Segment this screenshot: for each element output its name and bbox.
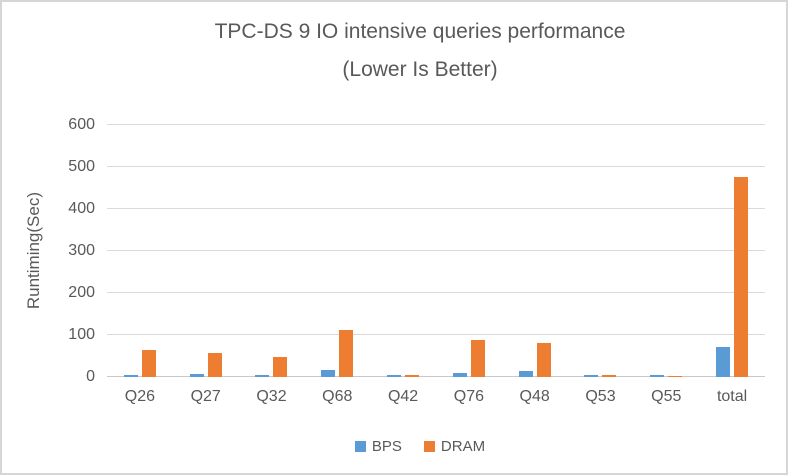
bar-bps-q55: [650, 375, 665, 377]
y-tick-label-500: 500: [68, 158, 95, 175]
bar-dram-q53: [602, 374, 617, 377]
bar-bps-q68: [321, 369, 336, 377]
x-axis-label-q68: Q68: [322, 388, 353, 405]
legend: BPS DRAM: [90, 438, 750, 455]
gridline-100: [107, 334, 765, 335]
category-group-q27: Q27: [173, 125, 239, 405]
legend-swatch-dram: [423, 441, 435, 452]
bar-bps-q27: [189, 373, 204, 377]
x-axis-label-q53: Q53: [585, 388, 616, 405]
y-tick-label-300: 300: [68, 242, 95, 259]
bar-dram-q48: [536, 343, 551, 377]
chart-title-line1: TPC-DS 9 IO intensive queries performanc…: [214, 20, 626, 43]
y-tick-label-0: 0: [86, 368, 95, 385]
gridline-500: [107, 166, 765, 167]
legend-item-bps: BPS: [354, 438, 402, 455]
x-axis-label-total: total: [716, 388, 748, 405]
gridline-600: [107, 124, 765, 125]
gridline-400: [107, 208, 765, 209]
category-group-q53: Q53: [568, 125, 634, 405]
chart-title-line2: (Lower Is Better): [342, 58, 498, 82]
bar-dram-q32: [273, 357, 288, 377]
y-tick-label-100: 100: [68, 326, 95, 343]
legend-swatch-bps: [354, 441, 366, 452]
x-axis-label-q32: Q32: [256, 388, 287, 405]
gridline-300: [107, 250, 765, 251]
bar-dram-q26: [141, 350, 156, 377]
y-tick-label-400: 400: [68, 200, 95, 217]
bar-bps-q53: [584, 374, 599, 377]
bar-dram-q68: [339, 330, 354, 377]
categories: Q26 Q27 Q32 Q68 Q42 Q76 Q48 Q53 Q55 total: [107, 125, 765, 405]
legend-label-bps: BPS: [371, 438, 402, 455]
bar-bps-total: [716, 347, 731, 377]
bar-bps-q48: [518, 371, 533, 377]
category-group-total: total: [699, 125, 765, 405]
plot-area: Q26 Q27 Q32 Q68 Q42 Q76 Q48 Q53 Q55 total 0 100 200…: [68, 117, 765, 405]
x-axis-label-q42: Q42: [387, 388, 419, 405]
gridline-0: [107, 376, 765, 377]
category-group-q42: Q42: [370, 125, 436, 405]
x-axis-label-q48: Q48: [519, 388, 550, 405]
y-axis-title-text: Runtiming(Sec): [24, 192, 43, 310]
category-group-q48: Q48: [502, 125, 568, 405]
gridline-200: [107, 292, 765, 293]
bar-bps-q26: [123, 374, 138, 377]
category-group-q76: Q76: [436, 125, 502, 405]
category-group-q55: Q55: [633, 125, 699, 405]
bar-dram-q27: [207, 353, 222, 377]
y-tick-label-200: 200: [68, 284, 95, 301]
legend-item-dram: DRAM: [423, 438, 486, 455]
legend-label-dram: DRAM: [440, 438, 486, 455]
bar-dram-q42: [405, 375, 420, 377]
bar-dram-q55: [668, 375, 683, 377]
y-axis-title: Runtiming(Sec): [24, 125, 44, 377]
category-group-q26: Q26: [107, 125, 173, 405]
x-axis-label-q55: Q55: [651, 388, 682, 405]
x-axis-label-q76: Q76: [453, 388, 484, 405]
bar-dram-q76: [470, 339, 485, 377]
chart-title: TPC-DS 9 IO intensive queries performanc…: [90, 20, 750, 81]
x-axis-label-q26: Q26: [124, 388, 156, 405]
bar-dram-total: [734, 177, 749, 377]
bar-bps-q32: [255, 375, 270, 377]
bar-bps-q76: [452, 373, 467, 377]
y-tick-label-600: 600: [68, 116, 95, 133]
category-group-q32: Q32: [239, 125, 305, 405]
bar-bps-q42: [387, 375, 402, 377]
category-group-q68: Q68: [304, 125, 370, 405]
x-axis-label-q27: Q27: [190, 388, 221, 405]
